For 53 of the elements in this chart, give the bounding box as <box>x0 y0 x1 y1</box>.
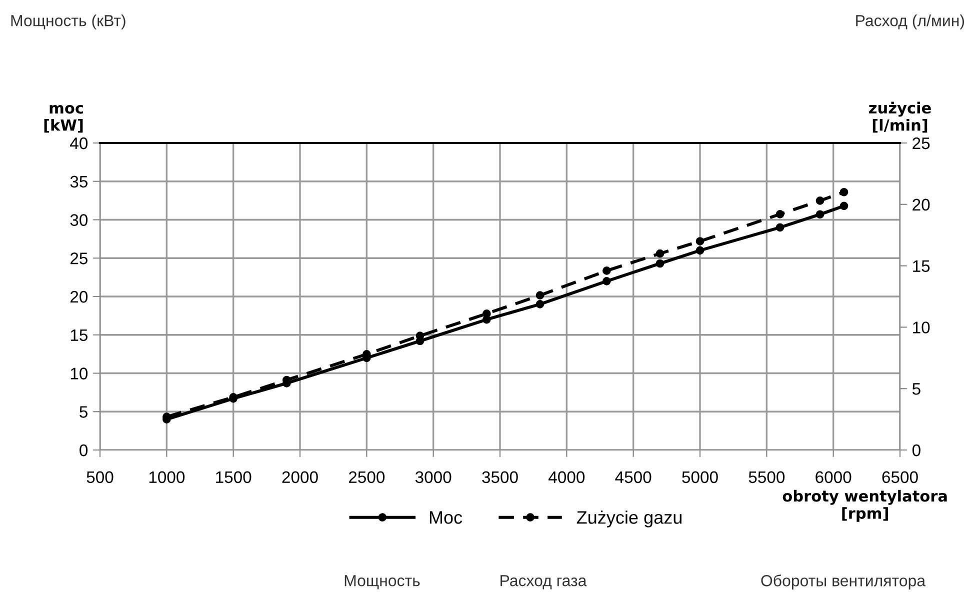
point <box>656 249 664 258</box>
point <box>536 300 544 308</box>
y-tick-label: 20 <box>70 290 88 303</box>
point <box>776 223 784 232</box>
y-tick-label: 10 <box>70 368 88 380</box>
y2-tick-label: 5 <box>912 383 920 395</box>
text: Мощность (кВт) <box>11 14 126 30</box>
y-tick-label: 30 <box>70 214 88 226</box>
x-tick-label: 500 <box>86 471 114 484</box>
x-tick-label: 5000 <box>682 471 718 484</box>
point <box>776 210 784 218</box>
point <box>602 266 611 275</box>
y-tick-label: 0 <box>80 444 88 456</box>
x-tick-label: 6500 <box>882 471 918 484</box>
x-tick-label: 6000 <box>816 471 852 484</box>
x-tick-label: 4500 <box>615 471 652 484</box>
x-axis-title: obroty wentylatora [rpm] <box>782 490 947 522</box>
text: Расход газа <box>500 575 587 590</box>
text: Мощность <box>344 575 420 590</box>
text: Расход (л/мин) <box>856 14 964 30</box>
point <box>656 259 664 268</box>
x-tick-label: 2000 <box>282 471 318 484</box>
legend-label: Moc <box>430 511 462 524</box>
y-tick-label: 15 <box>70 329 88 342</box>
x-tick-label: 5500 <box>748 471 785 484</box>
y-tick-label: 35 <box>70 176 88 188</box>
legend-label: Zużycie gazu <box>576 510 682 528</box>
point <box>536 291 544 300</box>
point <box>816 196 824 205</box>
x-tick-label: 4000 <box>548 471 585 484</box>
point <box>816 210 824 219</box>
y-tick-label: 5 <box>80 406 88 418</box>
x-tick-label: 3000 <box>415 471 452 484</box>
y-tick-label: 40 <box>70 137 88 150</box>
point <box>696 246 704 255</box>
x-tick-label: 1500 <box>216 471 252 484</box>
y2-tick-label: 20 <box>912 198 930 211</box>
x-tick-label: 3500 <box>482 471 518 484</box>
x-tick-label: 1000 <box>149 471 185 484</box>
y2-tick-label: 15 <box>913 260 930 272</box>
point <box>840 188 848 196</box>
y2-tick-label: 0 <box>912 444 920 456</box>
y-axis-title: moc [kW] <box>44 104 83 133</box>
point <box>840 202 848 210</box>
y-tick-label: 25 <box>70 252 88 264</box>
point <box>482 310 491 318</box>
point <box>602 276 611 286</box>
y2-tick-label: 25 <box>912 137 930 150</box>
y2-axis-title: zużycie [l/min] <box>869 102 931 133</box>
point <box>696 237 704 246</box>
text: Обороты вентилятора <box>761 574 926 590</box>
y2-tick-label: 10 <box>913 322 930 334</box>
x-tick-label: 2500 <box>348 471 385 484</box>
